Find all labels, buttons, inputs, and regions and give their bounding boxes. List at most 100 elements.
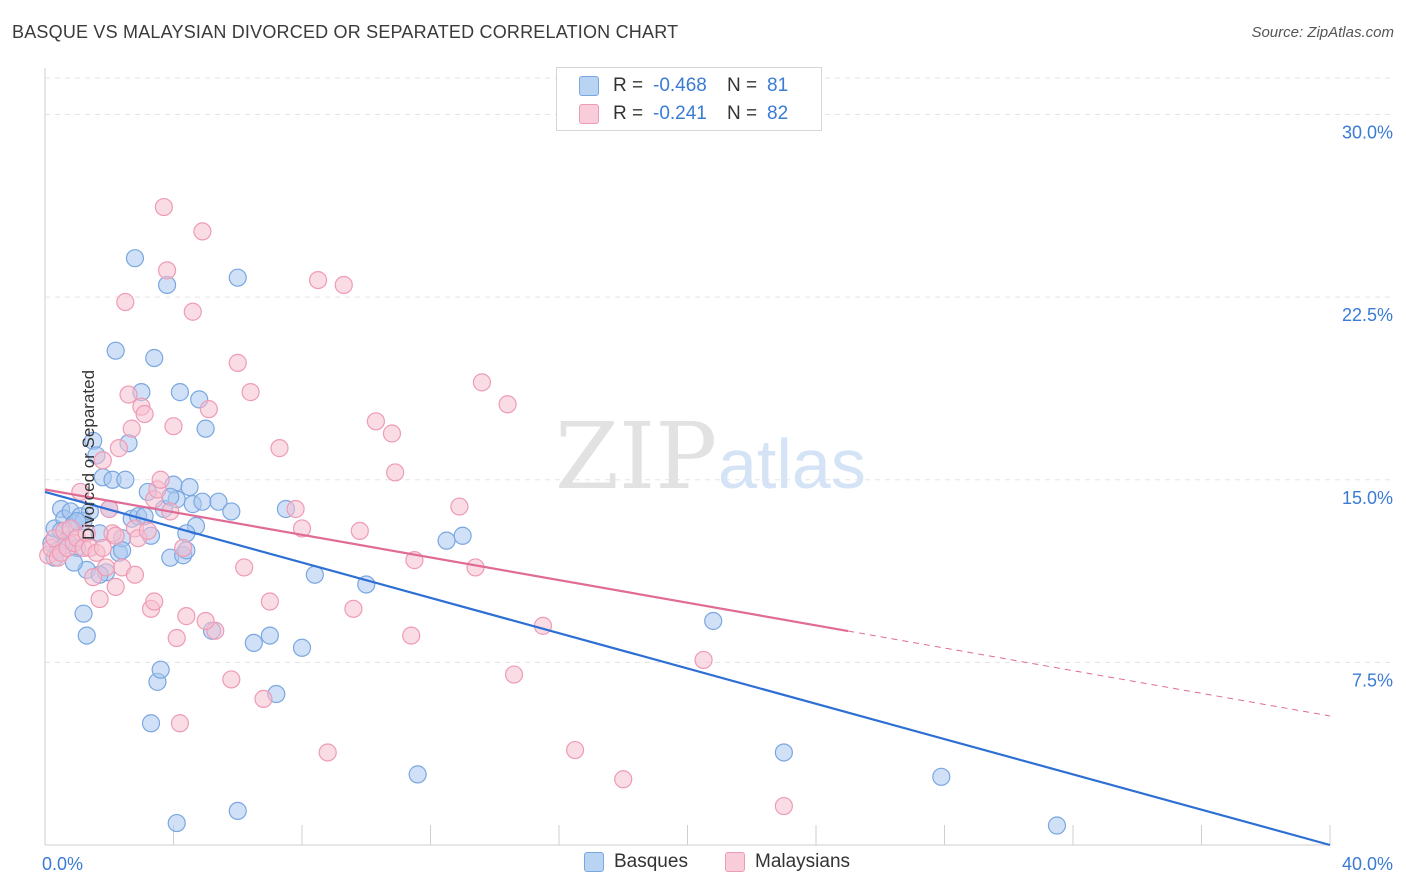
basques-point	[170, 383, 190, 402]
basques-point	[74, 604, 93, 623]
malaysians-point	[93, 451, 112, 470]
watermark-atlas: atlas	[718, 425, 866, 503]
malaysians-point	[241, 383, 260, 402]
malaysians-point	[344, 599, 363, 618]
basques-point	[106, 341, 125, 360]
legend-swatch-malaysians	[579, 104, 599, 124]
basques-point	[453, 526, 472, 545]
axis-layer	[44, 68, 1331, 846]
legend-swatch-basques	[584, 852, 604, 872]
malaysians-point	[318, 743, 337, 762]
watermark: ZIP atlas	[555, 403, 866, 510]
legend-n-value: 82	[767, 103, 789, 124]
legend-row-malaysians: R = -0.241 N = 82	[557, 99, 788, 129]
malaysians-point	[183, 302, 202, 321]
malaysians-point	[135, 404, 154, 424]
malaysians-point	[774, 796, 793, 816]
malaysians-point	[122, 419, 141, 438]
malaysians-point	[116, 292, 135, 312]
malaysians-point	[260, 592, 279, 611]
correlation-legend: R = -0.468 N = 81 R = -0.241 N = 82	[556, 67, 822, 131]
malaysians-point	[154, 197, 173, 217]
malaysians-point	[254, 689, 273, 709]
basques-point	[228, 268, 247, 287]
malaysians-point	[174, 538, 193, 558]
basques-point	[209, 492, 228, 511]
y-tick-label: 7.5%	[1352, 670, 1393, 690]
malaysians-point	[145, 592, 164, 611]
malaysians-point	[119, 385, 138, 404]
tick-label-layer: 7.5% 15.0% 22.5% 30.0% 0.0% 40.0%	[42, 123, 1393, 874]
malaysians-point	[386, 463, 405, 482]
malaysians-point	[350, 521, 369, 540]
y-axis-label: Divorced or Separated	[79, 369, 99, 541]
malaysians-point	[270, 439, 289, 458]
trend-line-dashed-malaysians	[848, 630, 1331, 717]
malaysians-point	[382, 424, 402, 443]
malaysians-point	[222, 670, 241, 689]
basques-point	[145, 348, 164, 368]
watermark-zip: ZIP	[555, 403, 717, 510]
legend-r-value: -0.241	[653, 103, 707, 124]
legend-item-basques[interactable]: Basques	[584, 851, 688, 873]
basques-point	[244, 633, 263, 653]
basques-point	[180, 477, 199, 497]
malaysians-point	[164, 417, 183, 436]
basques-point	[292, 638, 312, 657]
legend-label-basques: Basques	[614, 851, 688, 872]
malaysians-point	[170, 714, 190, 733]
malaysians-point	[228, 353, 247, 372]
legend-item-malaysians[interactable]: Malaysians	[725, 851, 850, 873]
malaysians-point	[235, 558, 254, 577]
malaysians-point	[366, 412, 385, 431]
malaysians-point	[106, 577, 125, 596]
malaysians-point	[177, 607, 196, 626]
basques-point	[932, 767, 951, 786]
malaysians-point	[151, 470, 170, 489]
malaysians-point	[193, 222, 212, 241]
x-tick-label: 0.0%	[42, 854, 83, 874]
malaysians-point	[614, 770, 633, 789]
legend-n-label: N =	[727, 103, 758, 124]
basques-point	[774, 743, 793, 762]
malaysians-point	[498, 395, 517, 414]
basques-point	[196, 419, 215, 438]
malaysians-point	[286, 499, 305, 519]
y-tick-label: 15.0%	[1342, 488, 1393, 508]
basques-point	[167, 813, 186, 833]
legend-swatch-malaysians	[725, 852, 745, 872]
basques-point	[408, 765, 427, 784]
legend-r-value: -0.468	[653, 75, 707, 96]
basques-point	[437, 531, 456, 550]
legend-n-value: 81	[767, 75, 789, 96]
malaysians-point	[96, 558, 116, 577]
basques-point	[125, 249, 145, 268]
chart-source: Source: ZipAtlas.com	[1251, 24, 1394, 41]
basques-point	[357, 575, 376, 594]
malaysians-point	[504, 665, 524, 684]
malaysians-point	[157, 261, 177, 280]
trend-line-malaysians	[44, 488, 849, 633]
malaysians-point	[694, 650, 713, 670]
malaysians-point	[450, 497, 469, 516]
malaysians-point	[472, 373, 491, 392]
x-tick-label: 40.0%	[1342, 854, 1393, 874]
chart-title: BASQUE VS MALAYSIAN DIVORCED OR SEPARATE…	[12, 22, 679, 42]
trend-layer	[44, 488, 1331, 847]
malaysians-point	[199, 400, 218, 419]
malaysians-point	[167, 628, 186, 648]
malaysians-point	[533, 616, 553, 635]
basques-point	[116, 470, 135, 489]
legend-row-basques: R = -0.468 N = 81	[557, 71, 788, 101]
malaysians-point	[308, 270, 328, 290]
y-tick-label: 22.5%	[1342, 305, 1393, 325]
malaysians-point	[109, 439, 128, 458]
malaysians-point	[125, 565, 145, 584]
y-tick-label: 30.0%	[1342, 123, 1393, 143]
basques-point	[80, 502, 100, 521]
legend-n-label: N =	[727, 75, 758, 96]
malaysians-point	[93, 538, 112, 558]
trend-line-basques	[44, 490, 1331, 847]
legend-r-label: R =	[613, 75, 644, 96]
